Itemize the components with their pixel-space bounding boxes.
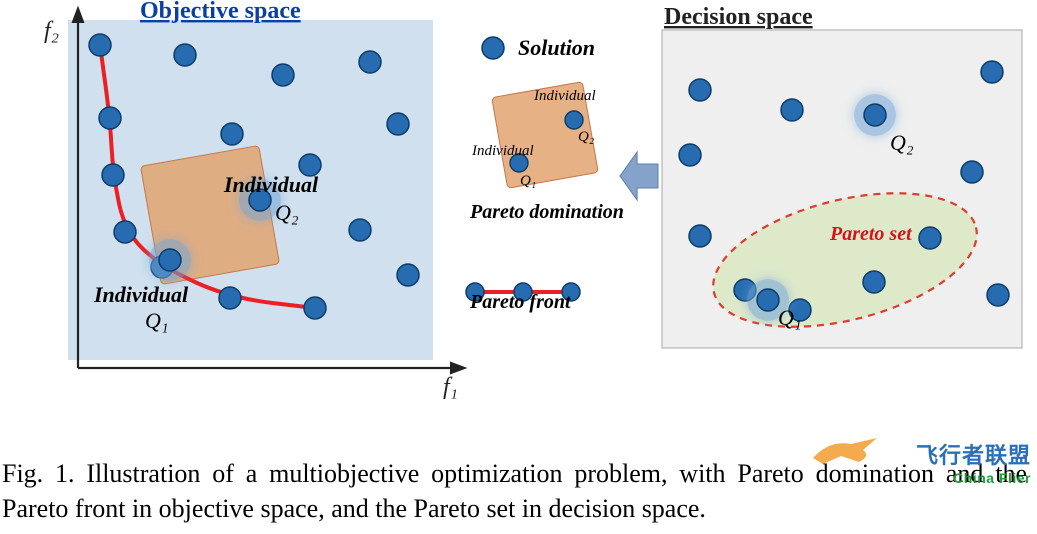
legend-dom-p2-label: Individual — [533, 88, 596, 104]
legend-dom-p1-label: Individual — [471, 143, 534, 159]
objective-space-title: Objective space — [140, 0, 301, 24]
decision-space-title: Decision space — [664, 4, 813, 30]
legend-domination-title: Pareto domination — [469, 201, 624, 223]
watermark-plane-icon — [811, 434, 881, 470]
watermark-en: China Flier — [916, 470, 1031, 486]
axis-label-f2: f₂ — [44, 18, 59, 44]
individual-q1-label: Individual — [93, 282, 189, 307]
legend-dom-p1-sub: Q₁ — [520, 173, 536, 189]
legend-solution-marker — [482, 37, 504, 59]
individual-q2-symbol: Q₂ — [275, 200, 299, 225]
legend-dom-p2-sub: Q₂ — [578, 129, 594, 145]
figure-caption: Fig. 1. Illustration of a multiobjective… — [0, 456, 1037, 526]
watermark: 飞行者联盟 China Flier — [916, 438, 1031, 486]
objective-space: Objective space f₂ f₁ Individual Q₂ Indi… — [44, 0, 463, 400]
legend-domination-p2 — [565, 111, 583, 129]
figure-diagram: Objective space f₂ f₁ Individual Q₂ Indi… — [0, 0, 1037, 410]
decision-q1-label: Q₁ — [778, 305, 802, 330]
legend-solution-label: Solution — [518, 35, 595, 60]
decision-space: Decision space Pareto set Q₂ Q₁ — [662, 4, 1022, 351]
decision-q2-label: Q₂ — [890, 130, 914, 155]
mapping-arrow-icon — [620, 152, 658, 200]
pareto-set-label: Pareto set — [829, 223, 913, 245]
individual-q1-symbol: Q₁ — [145, 308, 169, 333]
legend: Solution Individual Q₁ Individual Q₂ Par… — [466, 35, 624, 313]
individual-q2-label: Individual — [223, 172, 319, 197]
axis-label-f1: f₁ — [443, 374, 458, 400]
watermark-cn: 飞行者联盟 — [916, 438, 1031, 470]
legend-front-title: Pareto front — [469, 291, 572, 313]
